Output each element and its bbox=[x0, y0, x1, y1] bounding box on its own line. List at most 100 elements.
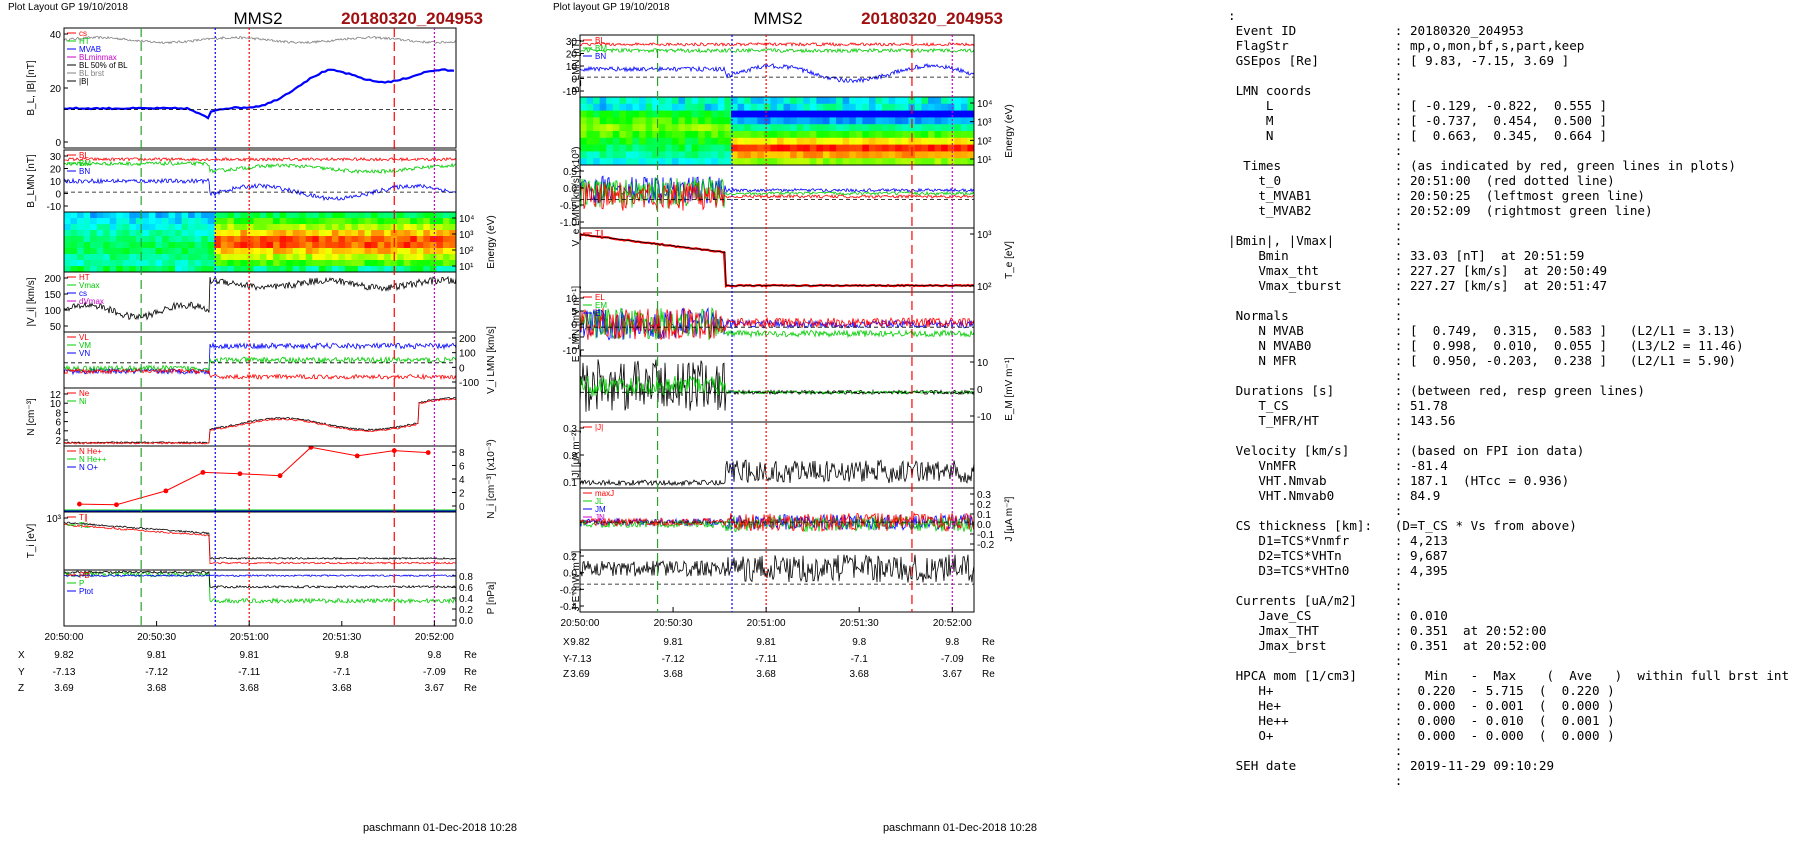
spectrogram-cell bbox=[941, 124, 949, 132]
spectrogram-cell bbox=[273, 260, 281, 267]
spectrogram-cell bbox=[358, 212, 366, 219]
spectrogram-cell bbox=[803, 137, 811, 146]
spectrogram-cell bbox=[371, 254, 379, 261]
series-line bbox=[580, 511, 974, 533]
spectrogram-cell bbox=[671, 124, 680, 132]
spectrogram-cell bbox=[678, 131, 686, 139]
summary-line: Durations [s] : (between red, resp green… bbox=[1235, 383, 1646, 398]
ephemeris-unit: Re bbox=[464, 650, 477, 661]
spectrogram-cell bbox=[207, 212, 215, 219]
spectrogram-cell bbox=[384, 218, 392, 225]
spectrogram-cell bbox=[855, 131, 863, 139]
spectrogram-cell bbox=[954, 103, 962, 112]
spectrogram-cell bbox=[737, 137, 745, 146]
y-tick-label: 30 bbox=[50, 152, 62, 163]
spectrogram-cell bbox=[442, 260, 451, 267]
legend-label: VM bbox=[79, 341, 91, 350]
spectrogram-cell bbox=[175, 254, 183, 261]
spectrogram-cell bbox=[279, 248, 287, 255]
spectrogram-cell bbox=[266, 254, 274, 261]
spectrogram-cell bbox=[770, 144, 778, 152]
spectrogram-cell bbox=[796, 103, 804, 112]
spectrogram-cell bbox=[842, 137, 850, 146]
spectrogram-cell bbox=[914, 97, 923, 105]
spectrogram-cell bbox=[934, 103, 942, 112]
spectrogram-cell bbox=[429, 242, 437, 249]
spectrogram-cell bbox=[875, 151, 883, 159]
spectrogram-cell bbox=[803, 117, 811, 125]
summary-line: D1=TCS*Vnmfr : 4,213 bbox=[1258, 533, 1448, 548]
spectrogram-cell bbox=[783, 103, 791, 112]
spectrogram-cell bbox=[671, 131, 680, 139]
spectrogram-cell bbox=[207, 224, 215, 231]
spectrogram-cell bbox=[358, 266, 366, 272]
spectrogram-cell bbox=[822, 158, 831, 165]
spectrogram-cell bbox=[135, 242, 143, 249]
y-tick-label-right: 10³ bbox=[977, 118, 992, 129]
spectrogram-cell bbox=[704, 103, 712, 112]
spectrogram-cell bbox=[652, 151, 660, 159]
spectrogram-cell bbox=[855, 151, 863, 159]
spectrogram-cell bbox=[70, 266, 78, 272]
spectrogram-cell bbox=[442, 212, 451, 219]
spectrogram-cell bbox=[770, 137, 778, 146]
y-tick-label: 0.0 bbox=[563, 184, 577, 195]
spectrogram-cell bbox=[266, 230, 274, 237]
spectrogram-cell bbox=[77, 242, 85, 249]
spectrogram-cell bbox=[142, 236, 150, 243]
spectrogram-cell bbox=[135, 266, 143, 272]
y-axis-label-right: P [nPa] bbox=[486, 581, 497, 614]
spectrogram-cell bbox=[816, 110, 824, 118]
spectrogram-cell bbox=[691, 117, 699, 125]
spectrogram-cell bbox=[737, 117, 745, 125]
ephemeris-value: 9.81 bbox=[756, 637, 776, 648]
spectrogram-cell bbox=[947, 137, 955, 146]
spectrogram-cell bbox=[928, 131, 936, 139]
spectrogram-cell bbox=[737, 97, 745, 105]
spectrogram-cell bbox=[358, 254, 366, 261]
spectrogram-cell bbox=[175, 218, 183, 225]
spectrogram-cell bbox=[901, 117, 909, 125]
spectrogram-cell bbox=[148, 236, 157, 243]
spectrogram-cell bbox=[586, 137, 594, 146]
spectrogram-cell bbox=[809, 144, 817, 152]
spectrogram-cell bbox=[325, 254, 333, 261]
spectrogram-cell bbox=[639, 131, 647, 139]
y-tick-label-right: 0.0 bbox=[459, 616, 473, 627]
he-plus-plus-point bbox=[77, 501, 82, 507]
spectrogram-cell bbox=[645, 158, 653, 165]
spectrogram-cell bbox=[122, 218, 130, 225]
spectrogram-cell bbox=[698, 131, 706, 139]
spectrogram-cell bbox=[921, 137, 929, 146]
spectrogram-cell bbox=[717, 158, 726, 165]
spectrogram-cell bbox=[888, 117, 896, 125]
y-tick-label-right: -100 bbox=[459, 378, 479, 389]
y-tick-label-right: 0.8 bbox=[459, 572, 473, 583]
legend-label: EL bbox=[595, 293, 605, 302]
summary-line: : bbox=[1394, 503, 1403, 518]
spectrogram-cell bbox=[403, 236, 411, 243]
spectrogram-cell bbox=[954, 151, 962, 159]
spectrogram-cell bbox=[201, 236, 209, 243]
spectrogram-cell bbox=[162, 266, 170, 272]
spectrogram-cell bbox=[678, 110, 686, 118]
spectrogram-cell bbox=[888, 158, 896, 165]
spectrogram-cell bbox=[449, 230, 456, 237]
spectrogram-cell bbox=[849, 137, 857, 146]
spectrogram-cell bbox=[625, 124, 634, 132]
spectrogram-cell bbox=[803, 151, 811, 159]
spectrogram-cell bbox=[77, 266, 85, 272]
spectrogram-cell bbox=[377, 260, 385, 267]
spectrogram-cell bbox=[194, 254, 202, 261]
spectrogram-cell bbox=[416, 260, 424, 267]
spectrogram-cell bbox=[397, 224, 405, 231]
spectrogram-cell bbox=[338, 248, 346, 255]
spectrogram-cell bbox=[168, 266, 176, 272]
series-line bbox=[64, 571, 456, 605]
spectrogram-cell bbox=[685, 158, 693, 165]
spectrogram-cell bbox=[286, 260, 294, 267]
spectrogram-cell bbox=[625, 117, 634, 125]
spectrogram-cell bbox=[423, 212, 431, 219]
spectrogram-cell bbox=[103, 242, 111, 249]
spectrogram-cell bbox=[286, 242, 294, 249]
